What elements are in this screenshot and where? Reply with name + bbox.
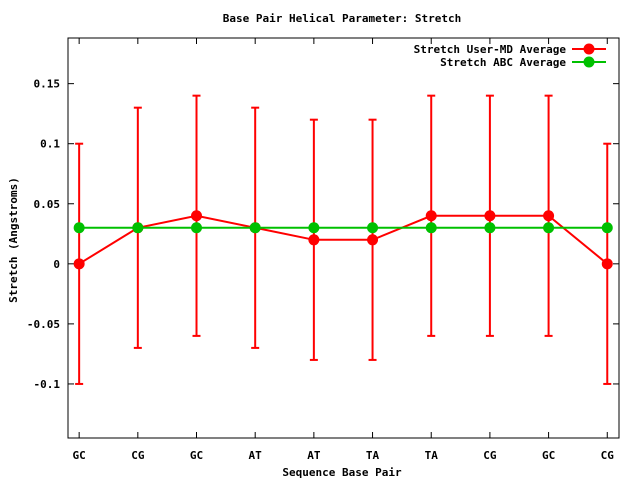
- data-point: [73, 258, 85, 270]
- x-tick-label: AT: [307, 449, 321, 462]
- plot-frame: [67, 37, 620, 439]
- legend-label-abc: Stretch ABC Average: [440, 56, 566, 69]
- data-point: [543, 222, 555, 234]
- x-tick-label: GC: [73, 449, 86, 462]
- data-point: [484, 210, 496, 222]
- data-point: [249, 222, 261, 234]
- y-axis-label: Stretch (Angstroms): [7, 177, 20, 303]
- data-point: [425, 222, 437, 234]
- data-point: [543, 210, 555, 222]
- x-axis-label: Sequence Base Pair: [282, 466, 402, 479]
- data-point: [601, 258, 613, 270]
- y-tick-label: -0.1: [34, 378, 61, 391]
- data-point: [191, 210, 203, 222]
- data-point: [308, 222, 320, 234]
- series-line: [78, 214, 608, 265]
- legend-marker: [583, 56, 595, 68]
- legend: Stretch User-MD Average Stretch ABC Aver…: [414, 43, 606, 69]
- data-point: [308, 234, 320, 246]
- y-tick-label: 0.05: [34, 198, 61, 211]
- series-0: [73, 94, 613, 385]
- data-point: [367, 222, 379, 234]
- x-tick-label: CG: [131, 449, 145, 462]
- x-tick-label: CG: [601, 449, 615, 462]
- legend-marker: [583, 43, 595, 55]
- data-point: [484, 222, 496, 234]
- chart-title: Base Pair Helical Parameter: Stretch: [223, 12, 461, 25]
- data-point: [601, 222, 613, 234]
- x-tick-label: GC: [190, 449, 203, 462]
- x-tick-label: CG: [483, 449, 497, 462]
- y-tick-label: 0: [53, 258, 60, 271]
- data-point: [425, 210, 437, 222]
- x-tick-label: GC: [542, 449, 555, 462]
- data-point: [367, 234, 379, 246]
- series-1: [73, 222, 613, 234]
- x-tick-label: AT: [249, 449, 263, 462]
- y-tick-label: -0.05: [27, 318, 60, 331]
- x-tick-label: TA: [366, 449, 380, 462]
- data-point: [73, 222, 85, 234]
- data-point: [191, 222, 203, 234]
- data-point: [132, 222, 144, 234]
- x-tick-label: TA: [425, 449, 439, 462]
- y-tick-label: 0.15: [34, 78, 61, 91]
- legend-label-user-md: Stretch User-MD Average: [414, 43, 567, 56]
- y-tick-label: 0.1: [40, 138, 60, 151]
